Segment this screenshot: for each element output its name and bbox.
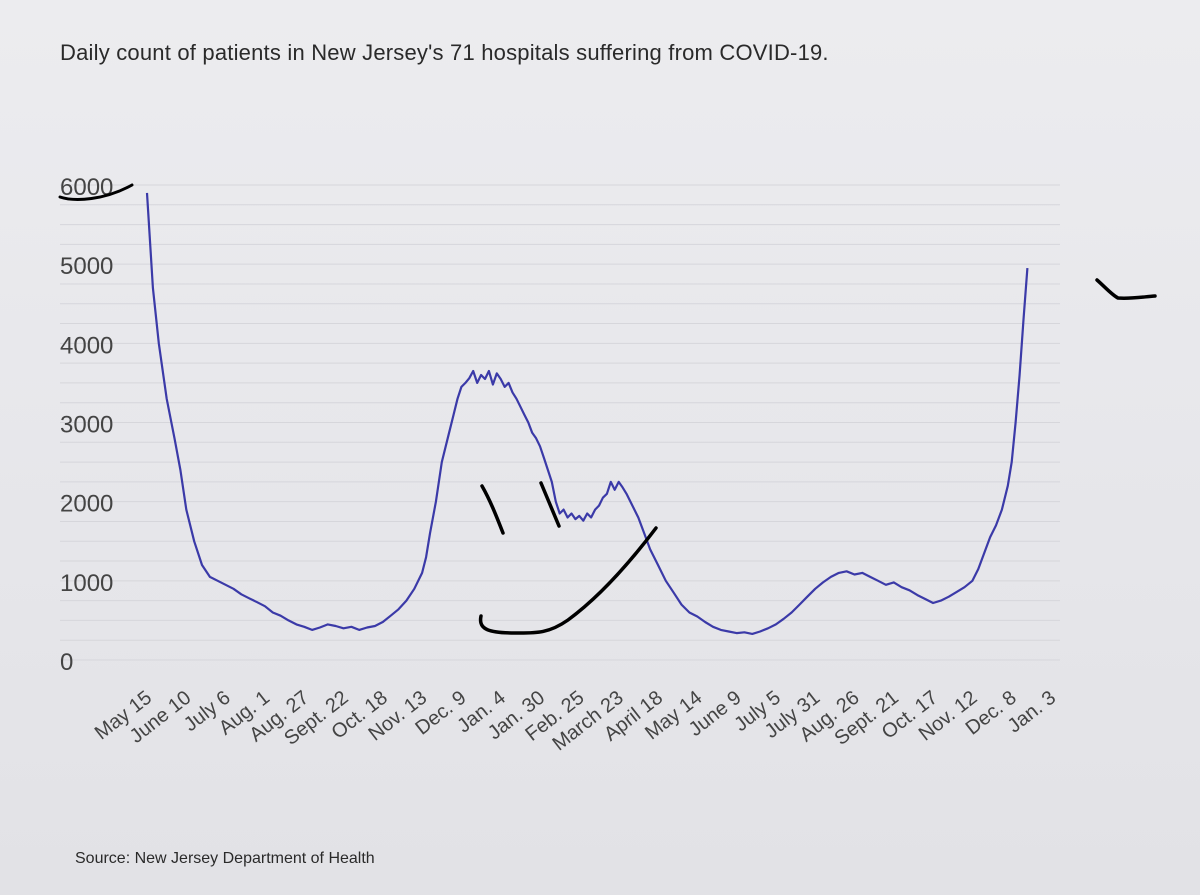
smiley-right-eye [539, 481, 561, 528]
underline-mark [58, 183, 134, 201]
y-tick-label: 2000 [60, 491, 113, 518]
gridlines [60, 184, 1060, 661]
y-tick-label: 5000 [60, 253, 113, 280]
series-line-hospitalizations [145, 192, 1029, 635]
source-note: Source: New Jersey Department of Health [75, 850, 375, 867]
y-tick-label: 0 [60, 649, 73, 676]
smiley-left-eye [480, 484, 505, 535]
chart-title: Daily count of patients in New Jersey's … [60, 40, 829, 65]
hand-drawn-annotations [58, 183, 1157, 635]
y-tick-label: 4000 [60, 332, 113, 359]
check-mark [1095, 278, 1157, 300]
smiley-mouth [478, 526, 658, 635]
y-tick-label: 3000 [60, 412, 113, 439]
y-tick-label: 1000 [60, 570, 113, 597]
